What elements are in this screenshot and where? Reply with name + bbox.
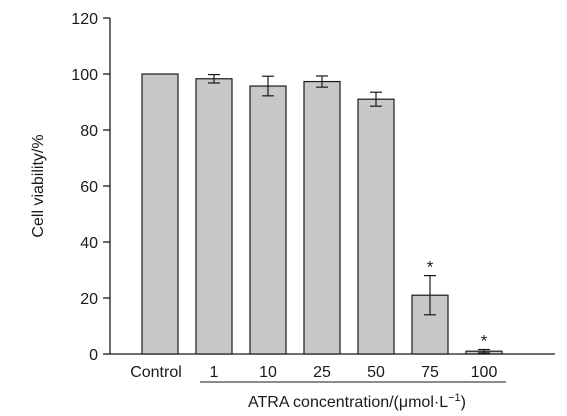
bar-10 — [249, 85, 287, 355]
y-axis-title: Cell viability/% — [30, 134, 47, 237]
x-axis-title-main: ATRA concentration/(μmol·L — [248, 394, 448, 411]
error-bar-1 — [208, 73, 220, 84]
x-axis-title-close: ) — [461, 394, 466, 411]
error-bar-75 — [424, 275, 436, 316]
y-tick-label: 60 — [80, 179, 98, 196]
x-axis-title-superscript: −1 — [448, 392, 461, 404]
y-tick-label: 100 — [71, 67, 98, 84]
category-label-75: 75 — [421, 364, 439, 381]
y-tick-label: 0 — [89, 347, 98, 364]
category-label-10: 10 — [259, 364, 277, 381]
y-tick-label: 80 — [80, 123, 98, 140]
bar-25 — [303, 80, 341, 355]
category-label-25: 25 — [313, 364, 331, 381]
x-axis-title: ATRA concentration/(μmol·L−1) — [248, 392, 466, 411]
y-tick-label: 120 — [71, 11, 98, 28]
error-bar-50 — [370, 91, 382, 107]
category-label-1: 1 — [210, 364, 219, 381]
bar-50 — [357, 98, 395, 355]
bar-1 — [195, 78, 233, 355]
error-bar-25 — [316, 75, 328, 88]
category-label-100: 100 — [471, 364, 498, 381]
error-bar-10 — [262, 75, 274, 97]
significance-star-100: * — [481, 332, 488, 351]
error-bar-100 — [478, 348, 490, 354]
category-label-Control: Control — [130, 364, 182, 381]
significance-markers: ** — [427, 258, 488, 351]
y-ticks: 0 20 40 60 80 100 120 — [71, 11, 110, 364]
significance-star-75: * — [427, 258, 434, 277]
bars — [141, 73, 503, 355]
error-bars — [208, 73, 490, 354]
bar-Control — [141, 73, 179, 355]
y-tick-label: 40 — [80, 235, 98, 252]
category-label-50: 50 — [367, 364, 385, 381]
y-tick-label: 20 — [80, 291, 98, 308]
category-labels: Control 1 10 25 50 75 100 — [130, 364, 497, 381]
